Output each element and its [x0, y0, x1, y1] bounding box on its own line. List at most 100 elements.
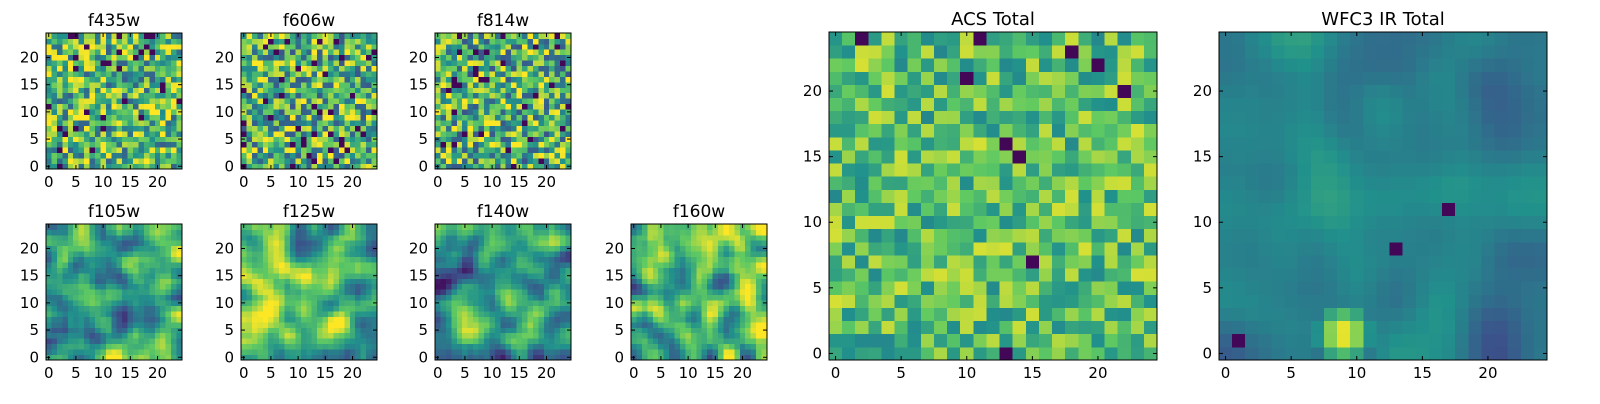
heatmap-cell [1078, 163, 1092, 177]
heatmap-cell [691, 262, 697, 268]
heatmap-cell [106, 142, 112, 148]
heatmap-cell [111, 333, 117, 339]
heatmap-cell [122, 289, 128, 295]
heatmap-cell [500, 125, 506, 131]
heatmap-cell [756, 300, 762, 306]
heatmap-cell [538, 77, 544, 83]
heatmap-cell [468, 327, 474, 333]
heatmap-cell [160, 33, 166, 39]
heatmap-cell [344, 115, 350, 121]
heatmap-cell [344, 295, 350, 301]
heatmap-cell [527, 77, 533, 83]
heatmap-cell [241, 322, 247, 328]
heatmap-cell [295, 38, 301, 44]
heatmap-cell [84, 295, 90, 301]
heatmap-cell [500, 224, 506, 230]
heatmap-cell [1013, 229, 1027, 243]
heatmap-cell [636, 289, 642, 295]
heatmap-cell [361, 131, 367, 137]
heatmap-cell [149, 327, 155, 333]
heatmap-cell [473, 125, 479, 131]
heatmap-cell [653, 284, 659, 290]
heatmap-cell [986, 255, 1000, 269]
heatmap-cell [555, 153, 561, 159]
heatmap-cell [544, 153, 550, 159]
heatmap-cell [51, 327, 57, 333]
heatmap-cell [95, 240, 101, 246]
heatmap-cell [279, 246, 285, 252]
heatmap-cell [268, 246, 274, 252]
heatmap-cell [166, 316, 172, 322]
heatmap-cell [274, 38, 280, 44]
heatmap-cell [117, 66, 123, 72]
heatmap-cell [446, 262, 452, 268]
heatmap-cell [160, 284, 166, 290]
heatmap-cell [149, 311, 155, 317]
heatmap-cell [366, 44, 372, 50]
heatmap-cell [241, 60, 247, 66]
heatmap-cell [446, 158, 452, 164]
heatmap-cell [544, 333, 550, 339]
heatmap-cell [295, 66, 301, 72]
heatmap-cell [268, 115, 274, 121]
heatmap-cell [527, 338, 533, 344]
heatmap-cell [79, 344, 85, 350]
heatmap-cell [468, 224, 474, 230]
heatmap-cell [533, 262, 539, 268]
heatmap-cell [745, 306, 751, 312]
heatmap-cell [1118, 308, 1132, 322]
heatmap-cell [128, 71, 134, 77]
heatmap-cell [279, 71, 285, 77]
heatmap-cell [84, 224, 90, 230]
heatmap-cell [881, 347, 895, 361]
heatmap-cell [484, 77, 490, 83]
heatmap-cell [252, 284, 258, 290]
heatmap-cell [166, 82, 172, 88]
heatmap-cell [718, 344, 724, 350]
heatmap-cell [555, 98, 561, 104]
heatmap-cell [68, 316, 74, 322]
heatmap-cell [155, 120, 161, 126]
heatmap-cell [707, 295, 713, 301]
heatmap-cell [751, 240, 757, 246]
heatmap-cell [702, 344, 708, 350]
heatmap-cell [350, 344, 356, 350]
heatmap-cell [290, 284, 296, 290]
heatmap-cell [489, 115, 495, 121]
heatmap-cell [696, 224, 702, 230]
heatmap-cell [489, 131, 495, 137]
heatmap-cell [117, 55, 123, 61]
heatmap-cell [522, 125, 528, 131]
heatmap-cell [986, 281, 1000, 295]
heatmap-cell [500, 311, 506, 317]
heatmap-cell [333, 284, 339, 290]
heatmap-cell [479, 273, 485, 279]
heatmap-cell [451, 322, 457, 328]
heatmap-cell [669, 338, 675, 344]
heatmap-cell [713, 344, 719, 350]
heatmap-cell [669, 257, 675, 263]
heatmap-cell [457, 349, 463, 355]
heatmap-cell [84, 33, 90, 39]
heatmap-cell [745, 349, 751, 355]
heatmap-cell [527, 246, 533, 252]
heatmap-cell [344, 33, 350, 39]
y-tick-label: 10 [605, 294, 624, 312]
heatmap-cell [506, 251, 512, 257]
heatmap-cell [328, 158, 334, 164]
heatmap-cell [306, 278, 312, 284]
heatmap-cell [84, 333, 90, 339]
heatmap-cell [312, 60, 318, 66]
heatmap-cell [246, 33, 252, 39]
heatmap-cell [149, 147, 155, 153]
heatmap-cell [669, 224, 675, 230]
heatmap-cell [95, 44, 101, 50]
heatmap-cell [702, 316, 708, 322]
heatmap-cell [149, 104, 155, 110]
heatmap-cell [355, 142, 361, 148]
heatmap-cell [855, 203, 869, 217]
heatmap-cell [462, 71, 468, 77]
heatmap-cell [479, 104, 485, 110]
heatmap-cell [290, 60, 296, 66]
heatmap-cell [527, 316, 533, 322]
